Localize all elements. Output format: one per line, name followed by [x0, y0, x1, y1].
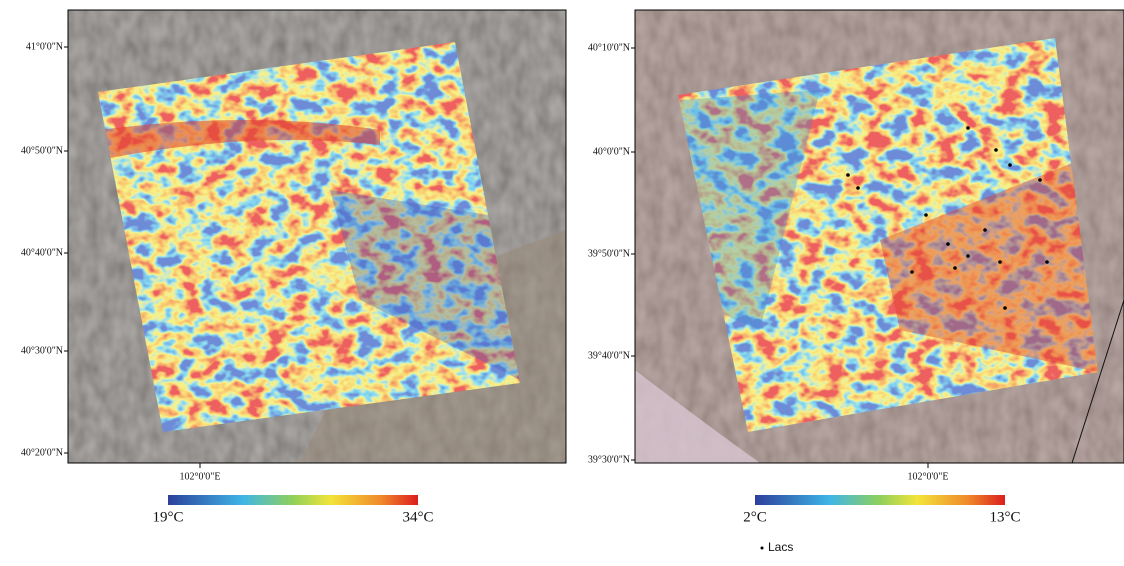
lat-label: 40°50'0"N — [21, 145, 63, 156]
lat-label: 41°0'0"N — [26, 41, 63, 52]
colorbar-max-label: 13°C — [989, 509, 1020, 525]
lat-label: 40°30'0"N — [21, 345, 63, 356]
colorbar-min-label: 19°C — [152, 509, 183, 525]
colorbar-max-label: 34°C — [402, 509, 433, 525]
boundary-line — [1071, 299, 1124, 463]
lat-label: 40°10'0"N — [588, 42, 630, 53]
lat-label: 39°30'0"N — [588, 454, 630, 465]
lake-markers — [846, 126, 1049, 310]
lat-label: 40°0'0"N — [593, 146, 630, 157]
colorbar — [168, 495, 418, 505]
map-panel — [634, 9, 1124, 464]
lon-label: 102°0'0"E — [180, 471, 221, 482]
lat-label: 39°50'0"N — [588, 248, 630, 259]
temperature-overlay — [678, 38, 1098, 432]
map-panel — [67, 9, 567, 464]
map-frame — [634, 9, 1124, 464]
colorbar-min-label: 2°C — [743, 509, 767, 525]
legend-marker — [760, 546, 764, 550]
lon-label: 102°0'0"E — [908, 471, 949, 482]
lat-label: 40°40'0"N — [21, 247, 63, 258]
temperature-overlay — [98, 42, 520, 432]
colorbar — [755, 495, 1005, 505]
legend-label: Lacs — [768, 540, 793, 554]
lat-label: 40°20'0"N — [21, 447, 63, 458]
map-frame — [67, 9, 567, 464]
lat-label: 39°40'0"N — [588, 350, 630, 361]
basemap-plain — [635, 370, 760, 463]
